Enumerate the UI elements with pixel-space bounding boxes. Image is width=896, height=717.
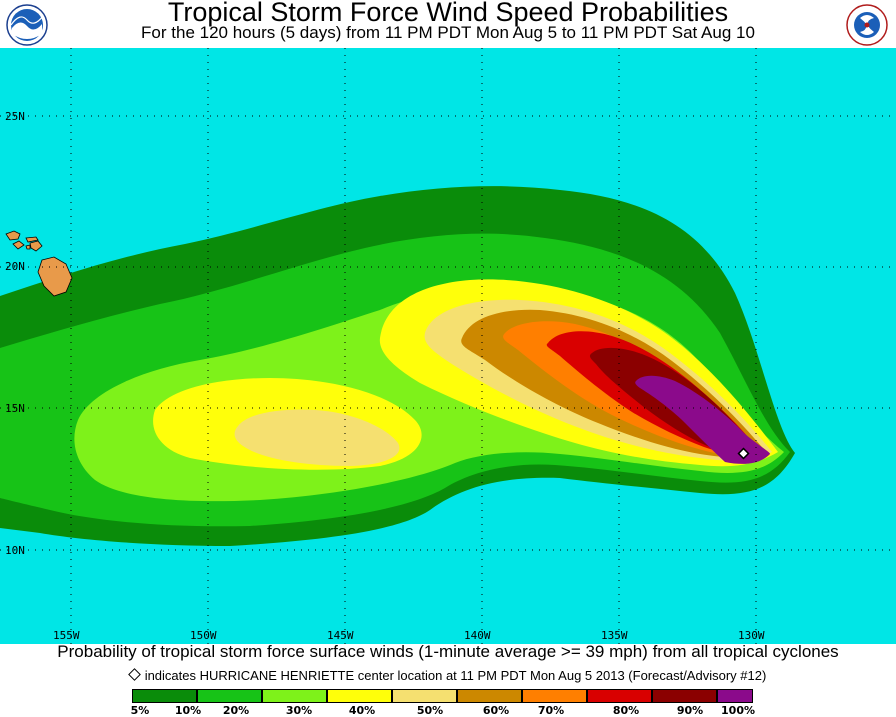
noaa-logo: [6, 4, 48, 46]
lon-label-145w: 145W: [327, 629, 354, 642]
island-kauai: [5, 230, 21, 241]
legend-swatch-40-50: [392, 689, 457, 703]
probability-map: 25N 20N 15N 10N 155W 150W 145W 140W 135W…: [0, 48, 896, 644]
diamond-marker-icon: [127, 668, 141, 681]
legend-swatch-60-70: [522, 689, 587, 703]
lon-label-150w: 150W: [190, 629, 217, 642]
map-canvas: 25N 20N 15N 10N 155W 150W 145W 140W 135W…: [0, 48, 896, 644]
legend-label-90: 90%: [676, 704, 704, 717]
legend-swatch-30-40: [327, 689, 392, 703]
graticule: [0, 48, 896, 644]
legend-label-30: 30%: [285, 704, 313, 717]
legend-swatch-80-90: [652, 689, 717, 703]
legend-label-20: 20%: [222, 704, 250, 717]
legend-label-60: 60%: [482, 704, 510, 717]
lat-label-20n: 20N: [5, 260, 25, 273]
legend-label-40: 40%: [348, 704, 376, 717]
legend-label-10: 10%: [174, 704, 202, 717]
legend-label-5: 5%: [130, 704, 150, 717]
storm-center-note: indicates HURRICANE HENRIETTE center loc…: [0, 668, 896, 683]
storm-center-note-text: indicates HURRICANE HENRIETTE center loc…: [144, 668, 767, 683]
legend-swatch-50-60: [457, 689, 522, 703]
page-subtitle: For the 120 hours (5 days) from 11 PM PD…: [141, 23, 755, 42]
header: Tropical Storm Force Wind Speed Probabil…: [0, 0, 896, 48]
storm-center-diamond: [737, 447, 750, 460]
legend-label-80: 80%: [612, 704, 640, 717]
lon-label-140w: 140W: [464, 629, 491, 642]
page-title: Tropical Storm Force Wind Speed Probabil…: [167, 0, 729, 27]
legend-swatch-10-20: [197, 689, 262, 703]
island-lanai: [25, 244, 31, 250]
lon-label-130w: 130W: [738, 629, 765, 642]
island-molokai: [25, 236, 39, 243]
legend-swatch-5-10: [132, 689, 197, 703]
lat-label-15n: 15N: [5, 402, 25, 415]
island-oahu: [12, 240, 25, 250]
nws-logo: [846, 4, 888, 46]
map-caption: Probability of tropical storm force surf…: [57, 642, 839, 661]
lat-label-25n: 25N: [5, 110, 25, 123]
footer: Probability of tropical storm force surf…: [0, 642, 896, 717]
island-maui: [29, 240, 43, 252]
legend-swatch-90-100: [717, 689, 753, 703]
legend-label-70: 70%: [537, 704, 565, 717]
lon-label-135w: 135W: [601, 629, 628, 642]
lon-label-155w: 155W: [53, 629, 80, 642]
lat-label-10n: 10N: [5, 544, 25, 557]
band-90-percent: [635, 375, 770, 464]
legend-label-100: 100%: [721, 704, 755, 717]
legend-swatch-70-80: [587, 689, 652, 703]
legend-label-50: 50%: [416, 704, 444, 717]
legend-swatch-20-30: [262, 689, 327, 703]
